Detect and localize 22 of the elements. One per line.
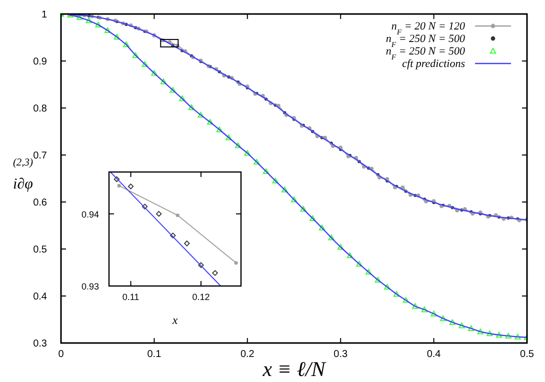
x-tick-label: 0.2 [240,349,255,360]
x-tick-label: 0.12 [192,292,210,302]
x-tick-label: 0.4 [426,349,442,360]
y-tick-label: 0.6 [33,198,48,208]
legend-label: n$_{F}$ = 20 N = 120 [391,20,466,36]
x-tick-label: 0.1 [147,349,162,360]
y-tick-label: 0.94 [81,209,99,220]
x-tick-label: 0.11 [122,292,140,302]
x-tick-label: 0.3 [334,349,348,360]
x-axis-title: x ≡ ℓ/N [262,357,326,381]
y-tick-label: 0.7 [33,150,48,162]
legend-label: n$_{F}$ = 250 N = 500 [386,33,466,48]
y-tick-label: 0.3 [33,338,48,350]
y-tick-label: 0.9 [33,56,48,68]
x-tick-label: 0.5 [520,349,534,360]
y-tick-label: 0.8 [33,104,48,114]
y-tick-label: 1 [41,10,48,20]
y-tick-label: 0.93 [81,282,99,292]
x-axis-title: x [171,313,178,327]
x-tick-label: 0 [58,349,64,360]
legend-label: cft predictions [402,58,465,70]
y-tick-label: 0.5 [33,244,48,256]
